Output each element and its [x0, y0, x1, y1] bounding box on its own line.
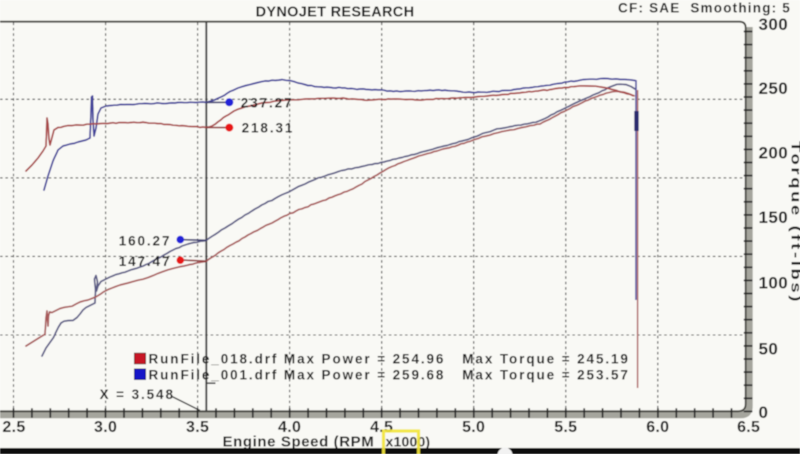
svg-text:160.27: 160.27 [119, 234, 172, 249]
svg-text:3.5: 3.5 [186, 419, 209, 436]
svg-text:Engine Speed (RPM: Engine Speed (RPM [223, 434, 375, 451]
svg-text:5.5: 5.5 [554, 419, 577, 436]
svg-text:218.31: 218.31 [242, 121, 295, 136]
svg-text:6.0: 6.0 [646, 419, 669, 436]
svg-text:147.47: 147.47 [119, 254, 172, 269]
svg-text:Torque (ft-lbs): Torque (ft-lbs) [789, 141, 800, 304]
svg-text:RunFile_001.drf Max Power = 25: RunFile_001.drf Max Power = 259.68 Max T… [149, 368, 630, 383]
svg-text:6.5: 6.5 [737, 419, 760, 436]
svg-text:DYNOJET RESEARCH: DYNOJET RESEARCH [256, 5, 415, 21]
svg-text:CF: SAE Smoothing: 5: CF: SAE Smoothing: 5 [618, 1, 791, 16]
svg-text:0: 0 [759, 403, 769, 422]
svg-text:200: 200 [759, 144, 789, 163]
svg-text:X = 3.548: X = 3.548 [100, 387, 175, 402]
svg-text:x1000): x1000) [386, 434, 431, 450]
svg-text:250: 250 [759, 79, 789, 98]
svg-text:5.0: 5.0 [462, 419, 485, 436]
svg-text:RunFile_018.drf Max Power = 25: RunFile_018.drf Max Power = 254.96 Max T… [149, 352, 630, 367]
svg-text:50: 50 [759, 340, 779, 359]
svg-text:237.27: 237.27 [241, 96, 294, 111]
svg-text:150: 150 [759, 208, 789, 227]
svg-text:2.5: 2.5 [2, 419, 25, 436]
svg-text:4.0: 4.0 [278, 419, 301, 436]
svg-text:100: 100 [759, 274, 789, 293]
svg-text:300: 300 [759, 15, 789, 34]
svg-text:3.0: 3.0 [94, 419, 117, 436]
